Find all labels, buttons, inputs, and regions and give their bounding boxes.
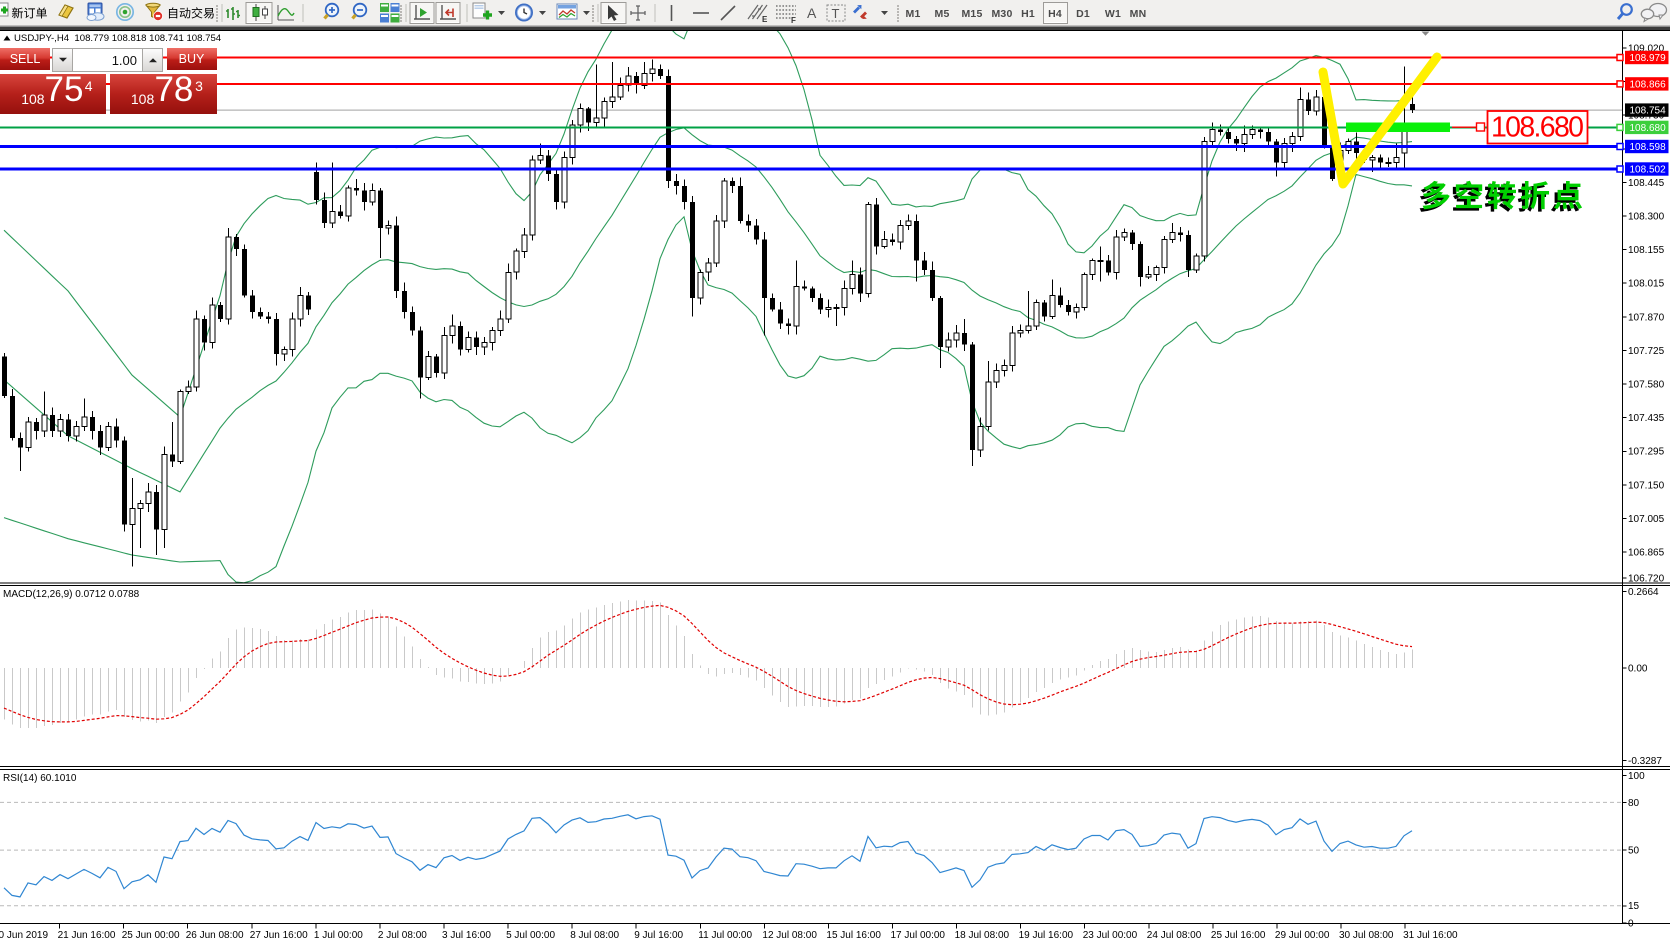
- svg-text:21 Jun 16:00: 21 Jun 16:00: [58, 930, 116, 941]
- svg-text:50: 50: [1628, 846, 1640, 857]
- svg-text:20 Jun 2019: 20 Jun 2019: [0, 930, 48, 941]
- svg-text:108.300: 108.300: [1628, 211, 1665, 222]
- svg-text:27 Jun 16:00: 27 Jun 16:00: [250, 930, 308, 941]
- svg-text:29 Jul 00:00: 29 Jul 00:00: [1275, 930, 1330, 941]
- svg-text:106.720: 106.720: [1628, 573, 1665, 584]
- svg-text:11 Jul 00:00: 11 Jul 00:00: [698, 930, 752, 941]
- svg-text:W1: W1: [1105, 8, 1121, 20]
- svg-text:M5: M5: [935, 8, 950, 20]
- svg-text:109.020: 109.020: [1628, 43, 1665, 54]
- svg-text:USDJPY-,H4 108.779 108.818 10: USDJPY-,H4 108.779 108.818 108.741 108.7…: [14, 33, 222, 44]
- svg-text:9 Jul 16:00: 9 Jul 16:00: [634, 930, 683, 941]
- svg-text:H1: H1: [1021, 8, 1035, 20]
- svg-text:100: 100: [1628, 771, 1645, 782]
- svg-text:MACD(12,26,9) 0.0712 0.0788: MACD(12,26,9) 0.0712 0.0788: [3, 589, 140, 600]
- svg-text:106.865: 106.865: [1628, 548, 1665, 559]
- svg-text:0.2664: 0.2664: [1628, 587, 1659, 598]
- svg-text:MN: MN: [1130, 8, 1147, 20]
- svg-text:107.435: 107.435: [1628, 413, 1665, 424]
- svg-text:26 Jun 08:00: 26 Jun 08:00: [186, 930, 244, 941]
- svg-text:108.598: 108.598: [1630, 142, 1667, 153]
- svg-text:108.680: 108.680: [1491, 112, 1584, 144]
- svg-text:108.979: 108.979: [1630, 53, 1667, 64]
- svg-text:108.680: 108.680: [1630, 123, 1667, 134]
- svg-text:F: F: [791, 16, 796, 25]
- svg-text:23 Jul 00:00: 23 Jul 00:00: [1083, 930, 1138, 941]
- svg-text:108.502: 108.502: [1630, 165, 1667, 176]
- svg-text:107.005: 107.005: [1628, 514, 1665, 525]
- svg-text:-0.3287: -0.3287: [1628, 756, 1662, 767]
- svg-text:17 Jul 00:00: 17 Jul 00:00: [891, 930, 946, 941]
- svg-text:18 Jul 08:00: 18 Jul 08:00: [955, 930, 1010, 941]
- svg-text:19 Jul 16:00: 19 Jul 16:00: [1019, 930, 1074, 941]
- svg-text:H4: H4: [1048, 8, 1062, 20]
- svg-text:108.754: 108.754: [1630, 106, 1667, 117]
- svg-text:A: A: [807, 5, 817, 21]
- svg-text:107.295: 107.295: [1628, 447, 1665, 458]
- svg-text:15 Jul 16:00: 15 Jul 16:00: [826, 930, 881, 941]
- svg-text:108.445: 108.445: [1628, 178, 1665, 189]
- svg-text:T: T: [832, 6, 840, 21]
- svg-text:M1: M1: [906, 8, 921, 20]
- svg-text:12 Jul 08:00: 12 Jul 08:00: [762, 930, 817, 941]
- svg-text:107.725: 107.725: [1628, 346, 1665, 357]
- svg-text:RSI(14) 60.1010: RSI(14) 60.1010: [3, 773, 77, 784]
- svg-text:0.00: 0.00: [1628, 663, 1648, 674]
- svg-text:5 Jul 00:00: 5 Jul 00:00: [506, 930, 555, 941]
- svg-text:108.155: 108.155: [1628, 245, 1665, 256]
- svg-text:25 Jun 00:00: 25 Jun 00:00: [122, 930, 180, 941]
- svg-text:107.150: 107.150: [1628, 480, 1665, 491]
- svg-text:15: 15: [1628, 901, 1640, 912]
- svg-text:2 Jul 08:00: 2 Jul 08:00: [378, 930, 427, 941]
- svg-text:24 Jul 08:00: 24 Jul 08:00: [1147, 930, 1202, 941]
- svg-text:M15: M15: [961, 8, 982, 20]
- svg-text:25 Jul 16:00: 25 Jul 16:00: [1211, 930, 1266, 941]
- svg-text:80: 80: [1628, 798, 1640, 809]
- svg-text:3 Jul 16:00: 3 Jul 16:00: [442, 930, 491, 941]
- svg-text:30 Jul 08:00: 30 Jul 08:00: [1339, 930, 1394, 941]
- svg-text:E: E: [762, 15, 768, 24]
- svg-text:D1: D1: [1076, 8, 1090, 20]
- svg-text:1 Jul 00:00: 1 Jul 00:00: [314, 930, 363, 941]
- svg-text:M30: M30: [991, 8, 1012, 20]
- svg-text:108.866: 108.866: [1630, 80, 1667, 91]
- svg-text:0: 0: [1628, 919, 1634, 930]
- svg-text:107.870: 107.870: [1628, 312, 1665, 323]
- svg-text:31 Jul 16:00: 31 Jul 16:00: [1403, 930, 1458, 941]
- svg-text:107.580: 107.580: [1628, 380, 1665, 391]
- svg-text:8 Jul 08:00: 8 Jul 08:00: [570, 930, 619, 941]
- svg-text:108.015: 108.015: [1628, 279, 1665, 290]
